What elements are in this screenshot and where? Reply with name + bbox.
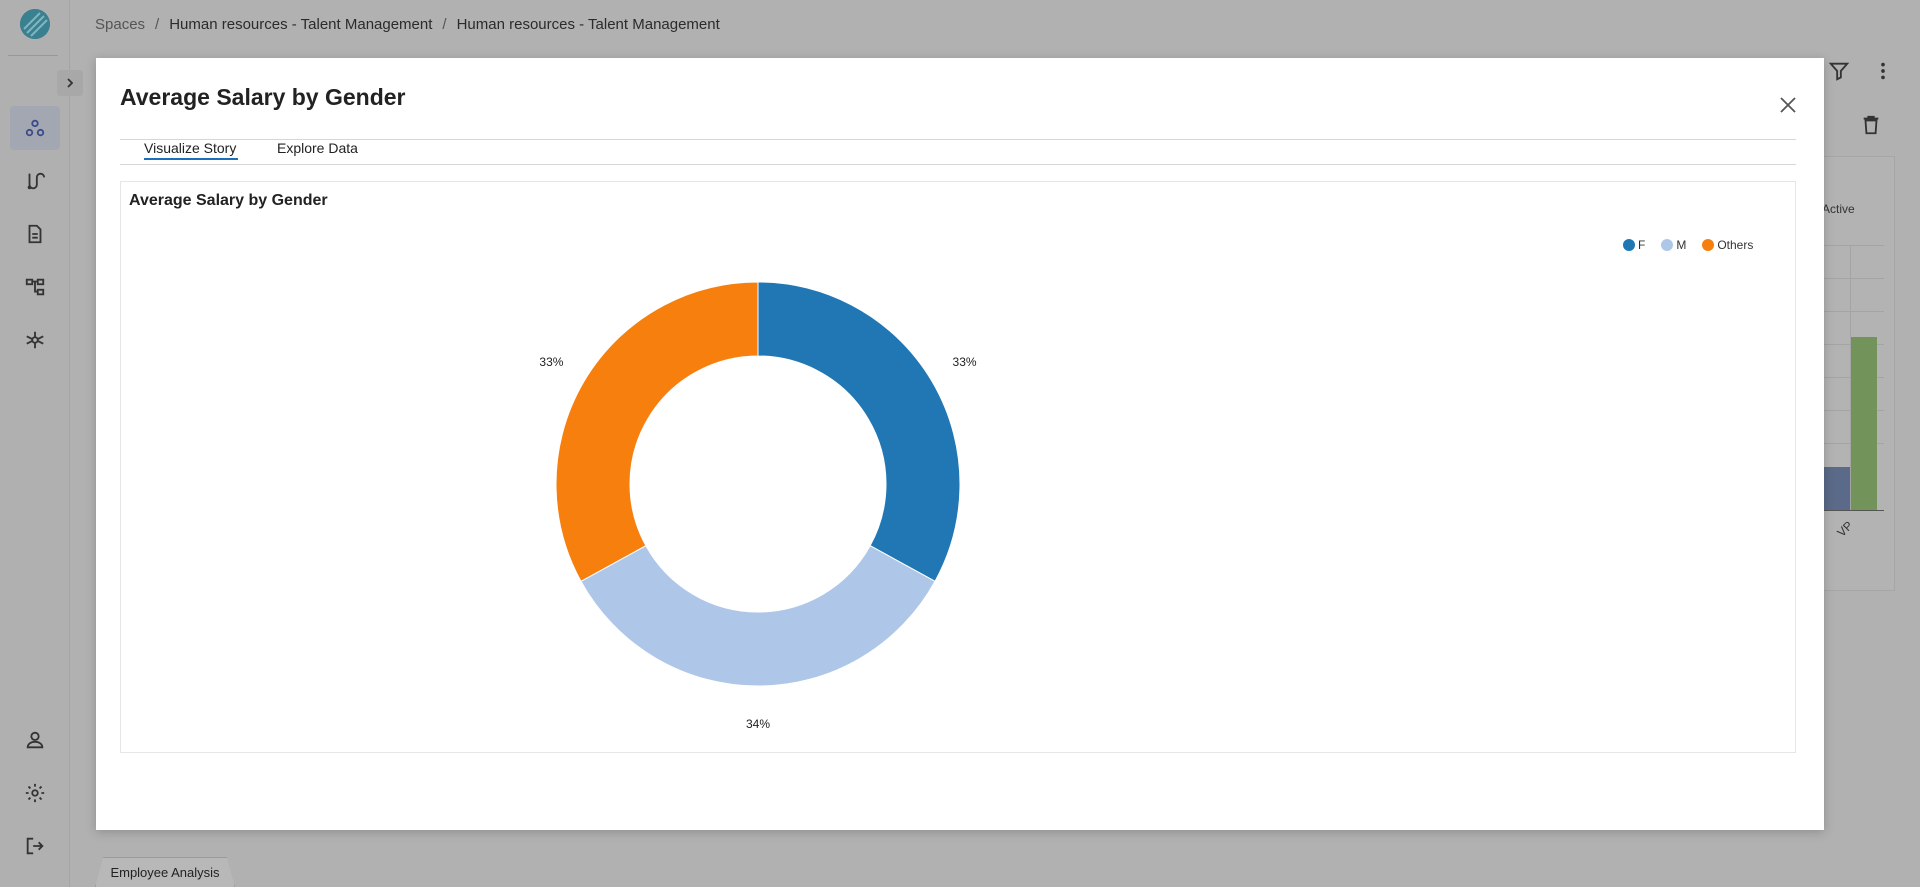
background-gridline <box>1824 311 1884 312</box>
close-icon <box>1780 97 1796 113</box>
chart-title: Average Salary by Gender <box>129 192 328 209</box>
chart-legend: F M Others <box>1623 238 1753 252</box>
graph-icon <box>26 331 44 349</box>
breadcrumb-separator: / <box>155 16 160 33</box>
document-icon <box>28 224 42 244</box>
active-tab-indicator <box>144 158 238 160</box>
background-axis <box>1824 510 1884 511</box>
more-vert-icon[interactable] <box>1872 60 1894 82</box>
background-legend-label: Active <box>1822 202 1855 216</box>
legend-item-others[interactable]: Others <box>1702 238 1753 252</box>
slice-f[interactable] <box>757 281 961 582</box>
slice-m[interactable] <box>580 544 936 687</box>
sidebar-item-profile[interactable] <box>10 718 60 762</box>
legend-item-f[interactable]: F <box>1623 238 1645 252</box>
hierarchy-icon <box>25 278 45 296</box>
sidebar-item-settings[interactable] <box>10 771 60 815</box>
breadcrumb-spaces[interactable]: Spaces <box>95 16 146 33</box>
sheet-tab-employee-analysis[interactable]: Employee Analysis <box>95 857 235 887</box>
breadcrumb-separator: / <box>442 16 447 33</box>
breadcrumb: Spaces / Human resources - Talent Manage… <box>95 16 720 33</box>
delete-icon[interactable] <box>1860 114 1882 136</box>
sidebar-item-hierarchy[interactable] <box>10 265 60 309</box>
sidebar-item-flows[interactable] <box>10 159 60 203</box>
donut-chart: 33% 34% 33% <box>539 281 977 731</box>
breadcrumb-level2: Human resources - Talent Management <box>456 16 720 33</box>
route-icon <box>27 172 46 190</box>
tab-visualize-story[interactable]: Visualize Story <box>144 140 237 156</box>
chart-card: Average Salary by Gender F M Others 33% 3… <box>120 181 1796 753</box>
slice-others[interactable] <box>555 281 759 582</box>
sidebar-item-spaces[interactable] <box>10 106 60 150</box>
sidebar-divider <box>8 55 58 56</box>
modal-title: Average Salary by Gender <box>120 84 406 110</box>
sidebar-item-graph[interactable] <box>10 318 60 362</box>
legend-label: Others <box>1717 238 1754 252</box>
gear-icon <box>25 783 45 803</box>
legend-item-m[interactable]: M <box>1661 238 1686 252</box>
chevron-right-icon <box>67 78 74 88</box>
close-button[interactable] <box>1777 94 1799 116</box>
background-gridline <box>1824 245 1884 246</box>
tabs-divider <box>120 139 1796 140</box>
background-bar <box>1824 467 1850 510</box>
slice-percent-label: 33% <box>539 355 563 369</box>
expand-sidebar-button[interactable] <box>57 70 83 96</box>
slice-percent-label: 33% <box>953 355 977 369</box>
filter-icon[interactable] <box>1828 60 1850 82</box>
app-logo[interactable] <box>20 9 50 39</box>
legend-swatch <box>1623 239 1635 251</box>
legend-label: M <box>1676 238 1687 252</box>
tab-explore-data[interactable]: Explore Data <box>277 140 358 156</box>
user-icon <box>26 731 44 749</box>
sidebar-item-logout[interactable] <box>10 824 60 868</box>
legend-swatch <box>1702 239 1715 251</box>
sidebar-item-documents[interactable] <box>10 212 60 256</box>
logout-icon <box>26 837 44 855</box>
background-gridline <box>1824 278 1884 279</box>
sidebar <box>0 0 70 887</box>
background-bar <box>1851 337 1877 510</box>
background-gridline <box>1850 245 1851 510</box>
network-icon <box>25 119 45 137</box>
chart-modal: Average Salary by Gender Visualize Story… <box>96 58 1824 830</box>
slice-percent-label: 34% <box>746 717 770 731</box>
tabs-underline <box>120 164 1796 165</box>
legend-swatch <box>1661 239 1674 251</box>
breadcrumb-level1[interactable]: Human resources - Talent Management <box>169 16 433 33</box>
legend-label: F <box>1638 238 1646 252</box>
